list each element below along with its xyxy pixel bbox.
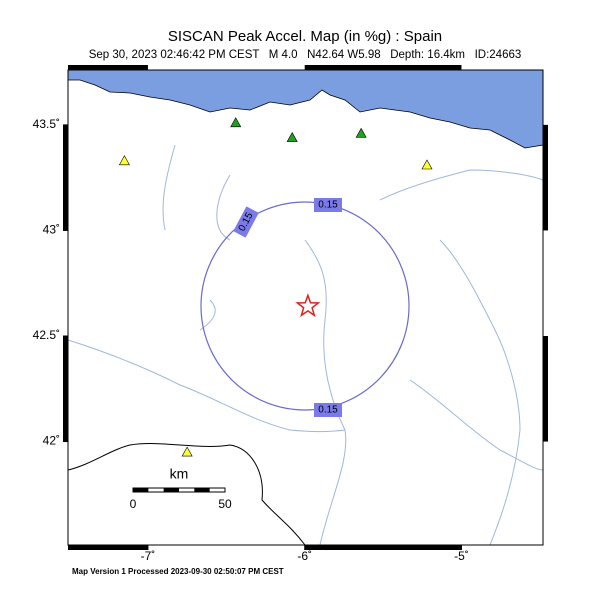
footer: Map Version 1 Processed 2023-09-30 02:50… [72, 567, 284, 576]
station [181, 446, 193, 457]
station [230, 117, 242, 128]
station [421, 159, 433, 170]
rivers [67, 144, 544, 546]
land [68, 70, 543, 545]
contour-label: 0.15 [318, 200, 338, 211]
contour-label-bg [314, 198, 342, 212]
x-tick-label: -7˚ [141, 549, 156, 563]
epicenter [295, 293, 321, 318]
y-tick-label: 43˚ [43, 223, 60, 237]
station [286, 131, 298, 142]
station [118, 155, 130, 166]
frame-bar [63, 124, 68, 231]
scale-label: 50 [218, 497, 232, 511]
y-tick-label: 42˚ [43, 434, 60, 448]
frame-bar [304, 65, 462, 70]
contour-label-group: 0.15 [314, 198, 342, 212]
scale-unit: km [170, 466, 189, 482]
contour-label-bg [314, 403, 342, 417]
y-tick-label: 42.5˚ [33, 328, 60, 342]
contour [200, 201, 410, 411]
frame-bar [63, 336, 68, 442]
frame-bar [543, 124, 548, 231]
contour-label-group: 0.15 [314, 403, 342, 417]
map-area [67, 69, 544, 546]
frame-bar [543, 336, 548, 442]
frame-bar [304, 545, 462, 550]
frame-bar [68, 545, 148, 550]
frame-bar [68, 65, 148, 70]
x-tick-label: -6˚ [297, 549, 312, 563]
scale-bar-segment [133, 488, 149, 492]
scale-bar-segment [163, 488, 179, 492]
x-tick-label: -5˚ [454, 549, 469, 563]
y-tick-label: 43.5˚ [33, 117, 60, 131]
title: SISCAN Peak Accel. Map (in %g) : Spain [168, 28, 442, 45]
scale-label: 0 [130, 497, 137, 511]
subtitle: Sep 30, 2023 02:46:42 PM CEST M 4.0 N42.… [89, 49, 522, 61]
contour-label-bg [233, 206, 259, 238]
border [67, 443, 306, 546]
scale-bar-segment [194, 488, 210, 492]
ocean [67, 69, 544, 149]
contour-label: 0.15 [318, 405, 338, 416]
station [355, 127, 367, 138]
